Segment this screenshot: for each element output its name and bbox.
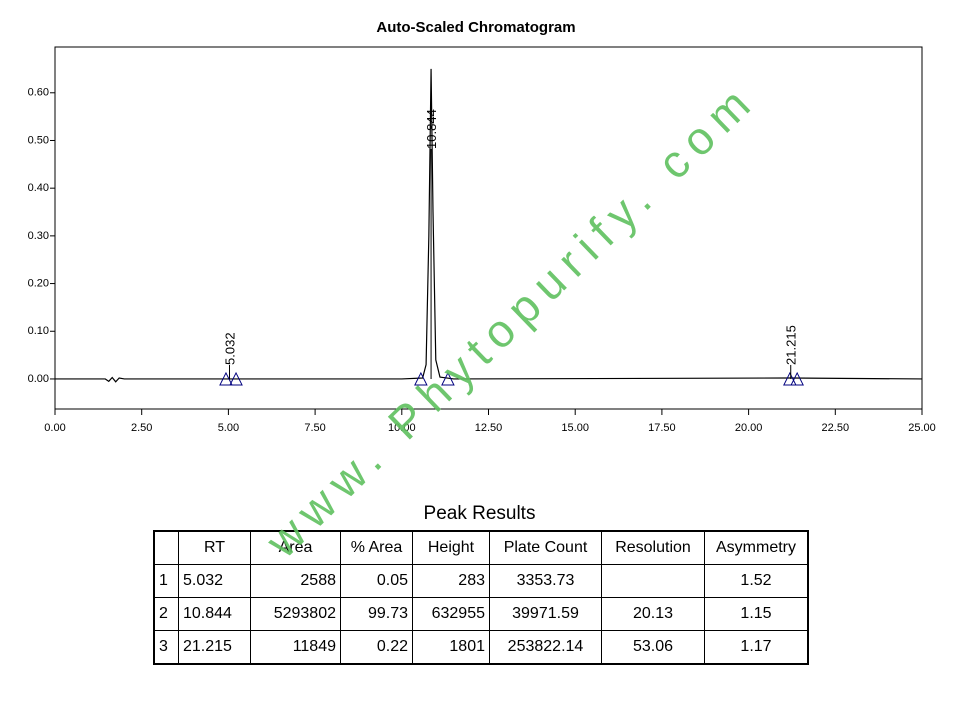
x-tick-label: 20.00 <box>735 422 763 434</box>
x-tick-label: 15.00 <box>561 422 589 434</box>
x-tick-label: 2.50 <box>131 422 152 434</box>
table-row: 2 10.844 5293802 99.73 632955 39971.59 20.13 1.… <box>153 597 809 631</box>
table-cell: 5.032 <box>178 564 251 598</box>
table-cell: 2588 <box>250 564 341 598</box>
x-tick-label: 10.00 <box>388 422 416 434</box>
header-cell: Height <box>412 530 490 565</box>
table-cell: 0.22 <box>340 630 413 665</box>
table-cell: 253822.14 <box>489 630 602 665</box>
table-body: RT Area% Area Height Plate Count Resolution A… <box>153 530 809 665</box>
header-cell <box>153 530 179 565</box>
y-tick-label: 0.50 <box>28 134 49 146</box>
table-cell: 20.13 <box>601 597 705 631</box>
x-tick-label: 17.50 <box>648 422 676 434</box>
header-cell: RT <box>178 530 251 565</box>
y-tick-label: 0.00 <box>28 373 49 385</box>
table-cell: 10.844 <box>178 597 251 631</box>
table-cell <box>601 564 705 598</box>
peak-table: RT Area% Area Height Plate Count Resolution A… <box>153 530 809 665</box>
y-tick-label: 0.20 <box>28 277 49 289</box>
x-tick-label: 22.50 <box>822 422 850 434</box>
x-tick-label: 25.00 <box>908 422 936 434</box>
x-tick-label: 5.00 <box>218 422 239 434</box>
header-cell: Asymmetry <box>704 530 809 565</box>
header-cell: Area <box>250 530 341 565</box>
table-cell: 21.215 <box>178 630 251 665</box>
table-cell: 0.05 <box>340 564 413 598</box>
trace <box>55 68 923 383</box>
table-cell: 632955 <box>412 597 490 631</box>
header-cell: Resolution <box>601 530 705 565</box>
x-tick-label: 7.50 <box>304 422 325 434</box>
table-cell: 1801 <box>412 630 490 665</box>
table-cell: 53.06 <box>601 630 705 665</box>
chart: Auto-Scaled Chromatogram 0.00 0.10 0.20 0.3… <box>28 19 936 434</box>
baseline-mark <box>783 371 797 386</box>
y-tick-label: 0.10 <box>28 325 49 337</box>
table-cell: 1.15 <box>704 597 809 631</box>
table-cell: 2 <box>153 597 179 631</box>
table-row: 3 21.215 11849 0.22 1801 253822.14 53.06 1.17 <box>153 630 809 665</box>
y-tick-label: 0.40 <box>28 182 49 194</box>
table-cell: 1 <box>153 564 179 598</box>
peak-label: 10.844 <box>424 109 439 149</box>
table-cell: 5293802 <box>250 597 341 631</box>
table-cell: 99.73 <box>340 597 413 631</box>
table-cell: 1.52 <box>704 564 809 598</box>
table-cell: 1.17 <box>704 630 809 665</box>
baseline-mark <box>790 371 804 386</box>
baseline-mark <box>414 371 428 386</box>
header-cell: Plate Count <box>489 530 602 565</box>
table-cell: 11849 <box>250 630 341 665</box>
y-tick-label: 0.60 <box>28 87 49 99</box>
header-row: RT Area% Area Height Plate Count Resolution A… <box>153 530 809 565</box>
table-title: Peak Results <box>423 503 536 524</box>
baseline-mark <box>441 371 455 386</box>
peak-label: 5.032 <box>223 332 238 365</box>
header-cell: % Area <box>340 530 413 565</box>
baseline-mark <box>219 371 233 386</box>
x-tick-label: 0.00 <box>44 422 65 434</box>
table-row: 1 5.032 2588 0.05 283 3353.73 1.52 <box>153 564 809 598</box>
chart-title: Auto-Scaled Chromatogram <box>376 19 575 36</box>
baseline-mark <box>229 371 243 386</box>
table-cell: 3353.73 <box>489 564 602 598</box>
table-cell: 283 <box>412 564 490 598</box>
y-tick-label: 0.30 <box>28 230 49 242</box>
table-cell: 39971.59 <box>489 597 602 631</box>
x-tick-label: 12.50 <box>475 422 503 434</box>
table-cell: 3 <box>153 630 179 665</box>
peak-label: 21.215 <box>784 325 799 365</box>
